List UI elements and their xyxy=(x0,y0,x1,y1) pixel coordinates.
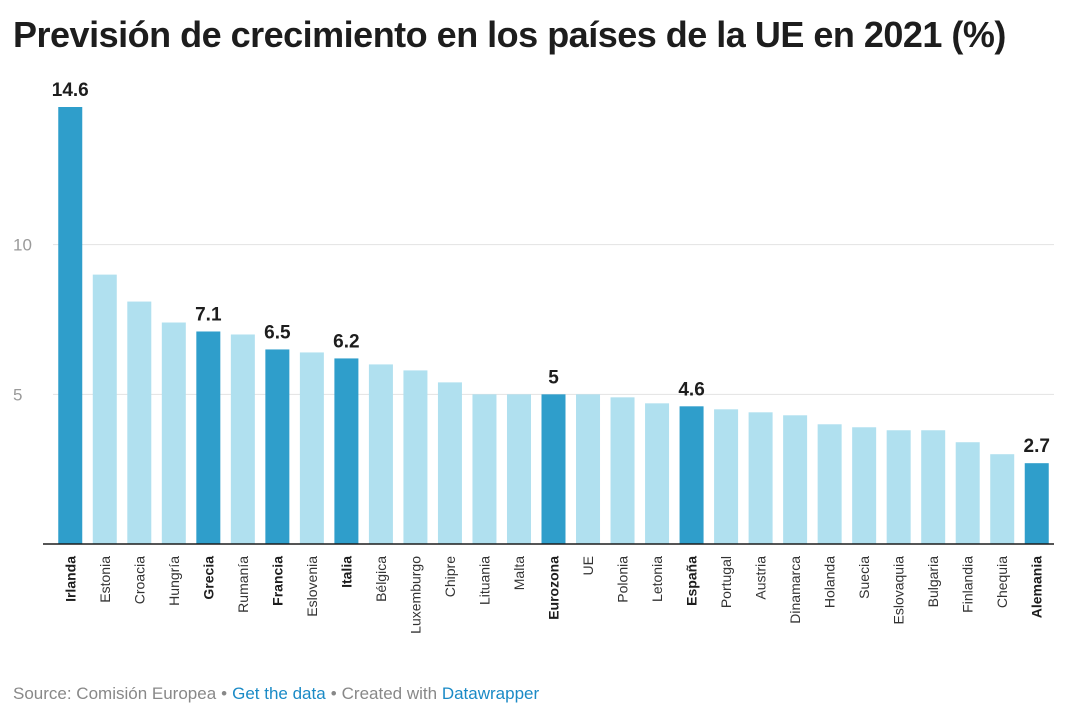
category-label-chequia: Chequia xyxy=(994,556,1010,608)
bar-belgica xyxy=(368,364,393,544)
category-label-portugal: Portugal xyxy=(718,556,734,608)
bars-layer xyxy=(58,107,1049,544)
bar-holanda xyxy=(817,424,842,544)
value-label-eurozona: 5 xyxy=(548,367,559,388)
bar-lituania xyxy=(472,394,497,544)
category-label-malta: Malta xyxy=(511,556,527,590)
bar-eslovaquia xyxy=(886,430,911,544)
category-label-ue: UE xyxy=(580,556,596,575)
bar-austria xyxy=(748,412,773,544)
category-label-irlanda: Irlanda xyxy=(62,556,78,602)
get-the-data-link[interactable]: Get the data xyxy=(232,684,326,703)
category-label-dinamarca: Dinamarca xyxy=(787,556,803,624)
bar-espana xyxy=(679,406,704,544)
value-label-grecia: 7.1 xyxy=(195,304,222,325)
category-label-chipre: Chipre xyxy=(442,556,458,597)
source-text: Source: Comisión Europea xyxy=(13,684,217,703)
bar-suecia xyxy=(852,427,877,544)
bar-chequia xyxy=(990,454,1015,544)
chart-title: Previsión de crecimiento en los países d… xyxy=(13,14,1006,55)
value-label-francia: 6.5 xyxy=(264,322,291,343)
bar-ue xyxy=(576,394,601,544)
value-label-espana: 4.6 xyxy=(678,379,704,400)
category-label-belgica: Bélgica xyxy=(373,556,389,602)
bar-chart: 5 10 14.6 7.1 6.5 6.2 5 4.6 2.7 Irlanda Estonia C… xyxy=(13,80,1054,634)
bar-malta xyxy=(506,394,531,544)
bar-rumania xyxy=(230,334,255,544)
category-label-espana: España xyxy=(684,556,700,606)
datawrapper-link[interactable]: Datawrapper xyxy=(441,684,540,703)
category-label-eslovaquia: Eslovaquia xyxy=(891,556,907,625)
value-label-italia: 6.2 xyxy=(333,331,359,352)
category-label-finlandia: Finlandia xyxy=(960,556,976,613)
bar-croacia xyxy=(127,301,152,544)
category-label-luxemburgo: Luxemburgo xyxy=(407,556,423,634)
category-label-letonia: Letonia xyxy=(649,556,665,602)
y-tick-label-10: 10 xyxy=(13,236,32,255)
category-label-lituania: Lituania xyxy=(476,556,492,605)
y-tick-label-5: 5 xyxy=(13,385,22,404)
bar-eurozona xyxy=(541,394,566,544)
bar-estonia xyxy=(92,274,117,544)
bar-polonia xyxy=(610,397,635,544)
value-label-alemania: 2.7 xyxy=(1024,436,1050,457)
footer-separator: • xyxy=(221,684,228,703)
bar-alemania xyxy=(1024,463,1049,544)
category-label-austria: Austria xyxy=(753,556,769,600)
category-label-croacia: Croacia xyxy=(131,556,147,604)
footer: Source: Comisión Europea • Get the data • Cr… xyxy=(13,684,539,704)
created-with-text: Created with xyxy=(341,684,438,703)
bar-luxemburgo xyxy=(403,370,428,544)
value-label-irlanda: 14.6 xyxy=(52,80,89,101)
category-label-estonia: Estonia xyxy=(97,556,113,603)
bar-letonia xyxy=(645,403,670,544)
category-label-eslovenia: Eslovenia xyxy=(304,556,320,617)
bar-hungria xyxy=(161,322,186,544)
category-label-holanda: Holanda xyxy=(822,556,838,608)
bar-francia xyxy=(265,349,290,544)
bar-dinamarca xyxy=(783,415,808,544)
category-label-italia: Italia xyxy=(338,556,354,588)
bar-finlandia xyxy=(955,442,980,544)
bar-portugal xyxy=(714,409,739,544)
bar-grecia xyxy=(196,331,221,544)
bar-italia xyxy=(334,358,359,544)
category-labels-layer: Irlanda Estonia Croacia Hungría Grecia Rumaní… xyxy=(62,556,1044,634)
category-label-suecia: Suecia xyxy=(856,556,872,599)
value-labels-layer: 14.6 7.1 6.5 6.2 5 4.6 2.7 xyxy=(52,80,1050,457)
bar-bulgaria xyxy=(921,430,946,544)
bar-chipre xyxy=(437,382,462,544)
category-label-rumania: Rumanía xyxy=(235,556,251,613)
bar-irlanda xyxy=(58,107,83,544)
bar-eslovenia xyxy=(299,352,324,544)
category-label-alemania: Alemania xyxy=(1029,556,1045,618)
category-label-grecia: Grecia xyxy=(200,556,216,600)
category-label-hungria: Hungría xyxy=(166,556,182,606)
category-label-bulgaria: Bulgaria xyxy=(925,556,941,608)
footer-separator: • xyxy=(330,684,337,703)
category-label-francia: Francia xyxy=(269,556,285,606)
category-label-eurozona: Eurozona xyxy=(546,556,562,620)
category-label-polonia: Polonia xyxy=(615,556,631,603)
